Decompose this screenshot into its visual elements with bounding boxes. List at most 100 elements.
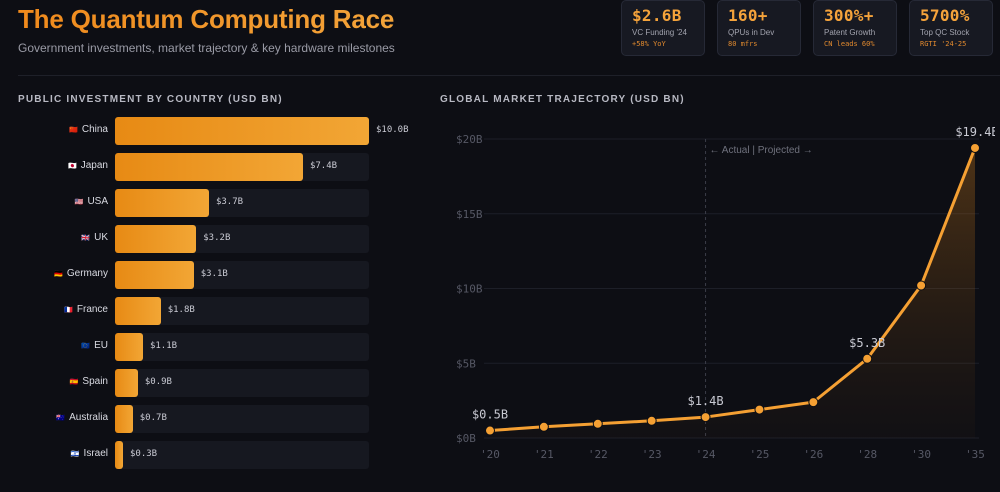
kpi-sub: +58% YoY — [632, 40, 666, 48]
x-tick-label: '30 — [911, 448, 931, 461]
country-name: EU — [94, 340, 108, 351]
bar-row-australia: 🇦🇺 Australia $0.7B — [0, 405, 440, 433]
data-annotation: $5.3B — [849, 336, 885, 350]
flag-icon: 🇩🇪 — [54, 271, 63, 278]
bar-spain — [115, 369, 138, 397]
x-tick-label: '21 — [534, 448, 554, 461]
bar-category-label: 🇩🇪 Germany — [0, 268, 108, 279]
bar-value-label: $7.4B — [309, 161, 338, 171]
x-tick-label: '28 — [857, 448, 877, 461]
bar-category-label: 🇪🇸 Spain — [0, 376, 108, 387]
y-tick-label: $20B — [456, 133, 483, 146]
bar-row-japan: 🇯🇵 Japan $7.4B — [0, 153, 440, 181]
bar-category-label: 🇺🇸 USA — [0, 196, 108, 207]
bar-value-label: $3.1B — [200, 269, 228, 279]
bar-category-label: 🇦🇺 Australia — [0, 412, 108, 423]
x-tick-label: '20 — [480, 448, 500, 461]
header-divider — [18, 75, 1000, 76]
market-section-title: GLOBAL MARKET TRAJECTORY (USD BN) — [440, 94, 685, 105]
bar-value-label: $0.7B — [139, 413, 167, 423]
bar-category-label: 🇬🇧 UK — [0, 232, 108, 243]
kpi-label: QPUs in Dev — [728, 28, 775, 37]
bar-value-label: $1.8B — [167, 305, 195, 315]
bar-row-china: 🇨🇳 China $10.0B — [0, 117, 440, 145]
y-tick-label: $15B — [456, 208, 483, 221]
data-annotation: $0.5B — [472, 408, 508, 422]
data-point-28 — [862, 353, 873, 364]
data-point-22 — [592, 418, 603, 429]
flag-icon: 🇯🇵 — [68, 163, 77, 170]
bar-value-label: $3.2B — [203, 233, 231, 243]
bar-usa — [115, 189, 209, 217]
bar-track — [115, 405, 369, 433]
kpi-sub: CN leads 60% — [824, 40, 875, 48]
bar-category-label: 🇯🇵 Japan — [0, 160, 108, 171]
page-title: The Quantum Computing Race — [18, 4, 395, 34]
page-subtitle: Government investments, market trajector… — [18, 41, 395, 55]
flag-icon: 🇪🇸 — [69, 379, 79, 386]
bar-australia — [115, 405, 133, 433]
country-name: Australia — [69, 412, 108, 423]
bar-category-label: 🇮🇱 Israel — [0, 448, 108, 459]
data-point-25 — [754, 404, 765, 415]
kpi-card-vc-funding: $2.6B VC Funding '24 +58% YoY — [621, 0, 705, 56]
data-point-20 — [485, 425, 495, 436]
bar-israel — [115, 441, 123, 469]
bar-eu — [115, 333, 143, 361]
y-tick-label: $5B — [456, 357, 476, 370]
market-trajectory-chart: $0B $5B $10B $15B $20B ← Actual | Projected →… — [456, 125, 995, 461]
bar-row-usa: 🇺🇸 USA $3.7B — [0, 189, 440, 217]
x-tick-label: '25 — [750, 448, 770, 461]
flag-icon: 🇦🇺 — [56, 415, 66, 422]
country-name: Japan — [80, 160, 108, 171]
y-tick-label: $0B — [456, 432, 476, 445]
market-series-line — [488, 146, 977, 433]
bar-row-spain: 🇪🇸 Spain $0.9B — [0, 369, 440, 397]
bar-track — [115, 441, 369, 469]
flag-icon: 🇨🇳 — [69, 127, 78, 134]
x-tick-label: '35 — [965, 448, 985, 461]
bar-value-label: $3.7B — [215, 197, 244, 207]
kpi-value: 5700% — [920, 6, 970, 25]
investment-section-title: PUBLIC INVESTMENT BY COUNTRY (USD BN) — [18, 94, 283, 105]
bar-row-eu: 🇪🇺 EU $1.1B — [0, 333, 440, 361]
data-point-35 — [970, 142, 980, 153]
bar-row-uk: 🇬🇧 UK $3.2B — [0, 225, 440, 253]
bar-value-label: $0.9B — [144, 377, 172, 387]
bar-value-label: $10.0B — [376, 125, 409, 135]
data-point-26 — [808, 397, 819, 408]
flag-icon: 🇪🇺 — [81, 343, 91, 350]
kpi-value: $2.6B — [632, 6, 682, 25]
flag-icon: 🇺🇸 — [74, 199, 84, 206]
bar-value-label: $0.3B — [130, 449, 158, 459]
x-tick-label: '22 — [588, 448, 608, 461]
country-name: USA — [87, 196, 108, 207]
bar-row-france: 🇫🇷 France $1.8B — [0, 297, 440, 325]
bar-uk — [115, 225, 197, 253]
kpi-label: VC Funding '24 — [632, 28, 687, 37]
data-point-23 — [646, 415, 657, 426]
bar-category-label: 🇨🇳 China — [0, 124, 108, 135]
country-name: France — [76, 304, 108, 315]
country-name: China — [81, 124, 108, 135]
data-annotation: $1.4B — [687, 394, 723, 408]
x-tick-label: '23 — [642, 448, 662, 461]
market-area-fill — [490, 147, 975, 438]
divider-label: ← Actual | Projected → — [710, 145, 813, 156]
kpi-value: 160+ — [728, 6, 768, 25]
flag-icon: 🇮🇱 — [70, 451, 80, 458]
x-tick-label: '26 — [803, 448, 823, 461]
bar-row-israel: 🇮🇱 Israel $0.3B — [0, 441, 440, 469]
y-tick-label: $10B — [456, 283, 483, 296]
data-point-24 — [700, 412, 711, 423]
kpi-label: Top QC Stock — [920, 28, 970, 37]
kpi-value: 300%+ — [824, 6, 874, 25]
data-annotation: $19.4B — [955, 125, 995, 139]
bar-value-label: $1.1B — [149, 341, 178, 351]
kpi-card-stock: 5700% Top QC Stock RGTI '24-25 — [909, 0, 993, 56]
bar-france — [115, 297, 161, 325]
data-point-30 — [916, 280, 927, 291]
country-name: UK — [94, 232, 108, 243]
bar-germany — [115, 261, 194, 289]
kpi-sub: 80 mfrs — [728, 40, 758, 48]
